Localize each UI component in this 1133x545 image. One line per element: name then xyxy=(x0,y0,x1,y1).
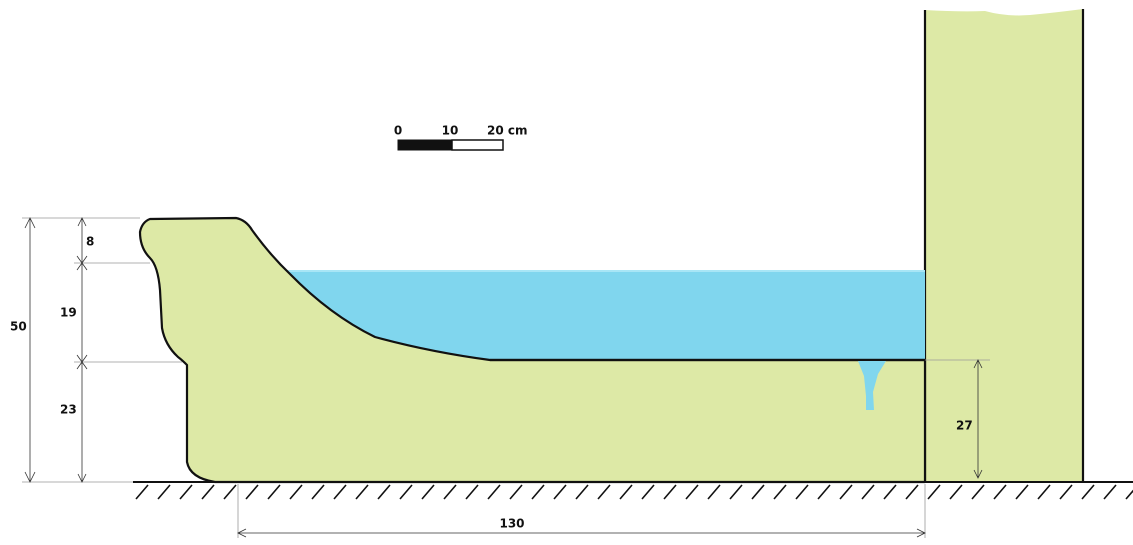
hatch-stroke xyxy=(355,484,369,500)
hatch-stroke xyxy=(685,484,699,500)
hatch-stroke xyxy=(861,484,875,500)
hatch-stroke xyxy=(817,484,831,500)
hatch-stroke xyxy=(179,484,193,500)
dimension-label: 8 xyxy=(86,235,94,249)
hatch-stroke xyxy=(267,484,281,500)
hatch-stroke xyxy=(531,484,545,500)
hatch-stroke xyxy=(751,484,765,500)
hatch-stroke xyxy=(949,484,963,500)
wall xyxy=(925,9,1083,482)
hatch-stroke xyxy=(773,484,787,500)
hatch-stroke xyxy=(927,484,941,500)
hatch-stroke xyxy=(883,484,897,500)
hatch-stroke xyxy=(839,484,853,500)
hatch-stroke xyxy=(905,484,919,500)
hatch-stroke xyxy=(245,484,259,500)
hatch-stroke xyxy=(465,484,479,500)
hatch-stroke xyxy=(729,484,743,500)
scale-label: 10 xyxy=(442,124,459,138)
hatch-stroke xyxy=(509,484,523,500)
hatch-stroke xyxy=(421,484,435,500)
hatch-stroke xyxy=(157,484,171,500)
hatch-stroke xyxy=(663,484,677,500)
scale-bar-white xyxy=(451,139,504,151)
scale-label: 0 xyxy=(394,124,402,138)
drain xyxy=(858,361,886,410)
hatch-stroke xyxy=(1015,484,1029,500)
hatch-stroke xyxy=(333,484,347,500)
hatch-stroke xyxy=(641,484,655,500)
hatch-stroke xyxy=(135,484,149,500)
hatch-stroke xyxy=(1081,484,1095,500)
dimension-label: 19 xyxy=(60,306,77,320)
water xyxy=(286,271,925,360)
scale-label: 20 cm xyxy=(487,124,528,138)
dimension-label: 23 xyxy=(60,403,77,417)
hatch-stroke xyxy=(707,484,721,500)
hatch-stroke xyxy=(399,484,413,500)
dimension-label: 27 xyxy=(956,419,973,433)
hatch-stroke xyxy=(1059,484,1073,500)
hatch-stroke xyxy=(201,484,215,500)
hatch-stroke xyxy=(1037,484,1051,500)
hatch-stroke xyxy=(1103,484,1117,500)
dimension-line xyxy=(237,528,926,538)
hatch-stroke xyxy=(795,484,809,500)
hatch-stroke xyxy=(311,484,325,500)
hatch-stroke xyxy=(971,484,985,500)
hatch-stroke xyxy=(619,484,633,500)
hatch-stroke xyxy=(377,484,391,500)
dimension-line xyxy=(76,217,88,483)
hatch-stroke xyxy=(597,484,611,500)
hatch-stroke xyxy=(289,484,303,500)
scale-bar-black xyxy=(397,139,453,151)
hatch-stroke xyxy=(487,484,501,500)
ground-hatching xyxy=(135,484,1133,500)
hatch-stroke xyxy=(553,484,567,500)
dimension-label: 130 xyxy=(499,517,524,531)
dimension-line xyxy=(973,359,983,479)
hatch-stroke xyxy=(993,484,1007,500)
dimension-label: 50 xyxy=(10,320,27,334)
hatch-stroke xyxy=(223,484,237,500)
dimension-line xyxy=(24,217,36,483)
hatch-stroke xyxy=(1125,489,1133,500)
hatch-stroke xyxy=(443,484,457,500)
basin xyxy=(138,216,927,484)
hatch-stroke xyxy=(575,484,589,500)
